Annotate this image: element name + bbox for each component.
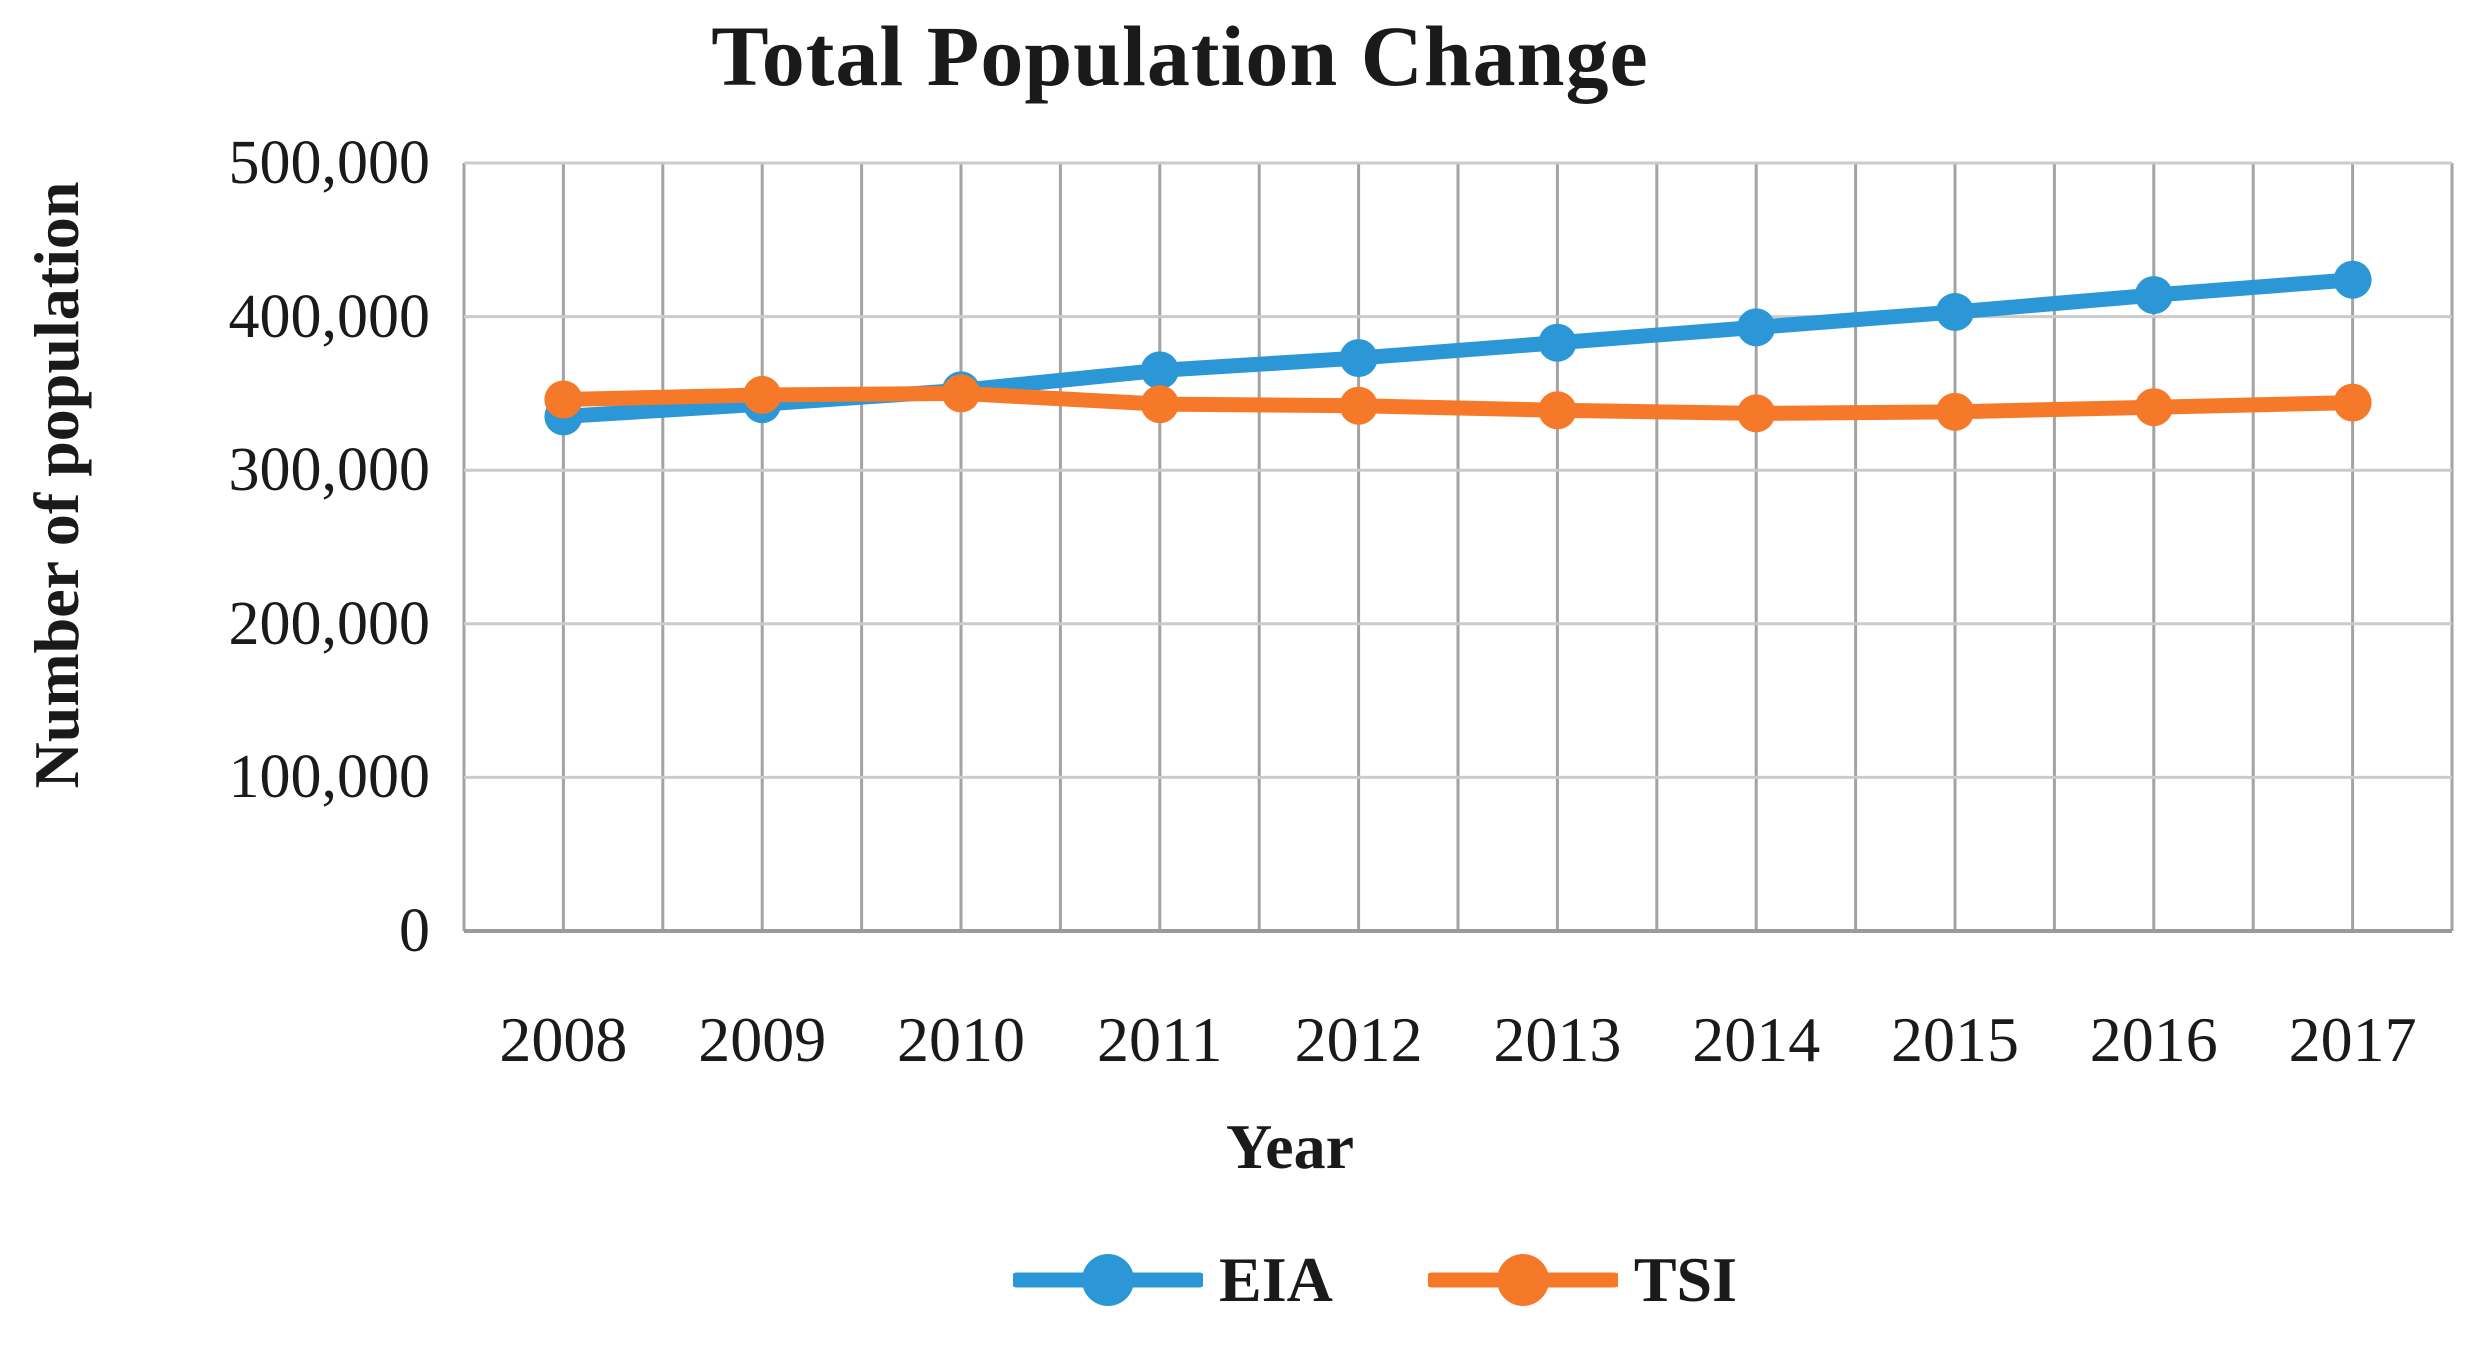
y-tick-label: 500,000 bbox=[228, 129, 431, 197]
data-point-tsi-2017 bbox=[2333, 383, 2372, 422]
chart-title: Total Population Change bbox=[711, 8, 1649, 104]
x-tick-label: 2008 bbox=[499, 1004, 628, 1075]
legend-item-eia: EIA bbox=[1013, 1248, 1333, 1312]
data-point-eia-2011 bbox=[1140, 351, 1179, 390]
data-point-eia-2013 bbox=[1538, 323, 1577, 362]
y-tick-label: 200,000 bbox=[228, 589, 431, 658]
data-point-eia-2017 bbox=[2333, 260, 2372, 299]
data-point-eia-2012 bbox=[1339, 339, 1378, 378]
y-tick-label: 0 bbox=[399, 897, 430, 965]
legend-label-eia: EIA bbox=[1219, 1244, 1333, 1315]
data-point-tsi-2011 bbox=[1140, 385, 1179, 424]
data-point-tsi-2009 bbox=[743, 375, 782, 414]
tsi-line-marker-icon bbox=[1427, 1254, 1618, 1306]
data-point-tsi-2012 bbox=[1339, 386, 1378, 425]
data-point-eia-2014 bbox=[1737, 308, 1776, 347]
y-tick-label: 400,000 bbox=[228, 282, 431, 351]
data-point-tsi-2010 bbox=[942, 374, 980, 413]
x-tick-label: 2014 bbox=[1692, 1004, 1821, 1075]
data-point-tsi-2013 bbox=[1538, 391, 1577, 430]
x-tick-label: 2011 bbox=[1096, 1004, 1223, 1075]
data-point-tsi-2016 bbox=[2134, 388, 2173, 427]
data-point-tsi-2014 bbox=[1737, 394, 1776, 433]
legend-item-tsi: TSI bbox=[1427, 1244, 1737, 1315]
legend: EIA TSI bbox=[1013, 1248, 1737, 1312]
y-tick-label: 100,000 bbox=[228, 743, 431, 812]
x-tick-label: 2015 bbox=[1891, 1004, 2019, 1075]
data-point-eia-2016 bbox=[2134, 276, 2173, 315]
data-point-tsi-2015 bbox=[1936, 392, 1974, 431]
x-axis-title: Year bbox=[1226, 1111, 1354, 1182]
x-tick-label: 2016 bbox=[2089, 1004, 2218, 1075]
y-tick-label: 300,000 bbox=[228, 436, 431, 505]
series-line-tsi bbox=[555, 385, 2361, 421]
x-tick-label: 2013 bbox=[1493, 1004, 1622, 1075]
eia-line-marker-icon bbox=[1013, 1254, 1203, 1306]
x-tick-label: 2017 bbox=[2288, 1004, 2417, 1075]
data-point-eia-2015 bbox=[1936, 292, 1974, 331]
x-tick-label: 2009 bbox=[698, 1004, 827, 1075]
x-tick-label: 2012 bbox=[1294, 1004, 1423, 1075]
x-tick-label: 2010 bbox=[897, 1004, 1025, 1075]
legend-label-tsi: TSI bbox=[1633, 1244, 1737, 1315]
data-point-tsi-2008 bbox=[544, 380, 583, 419]
